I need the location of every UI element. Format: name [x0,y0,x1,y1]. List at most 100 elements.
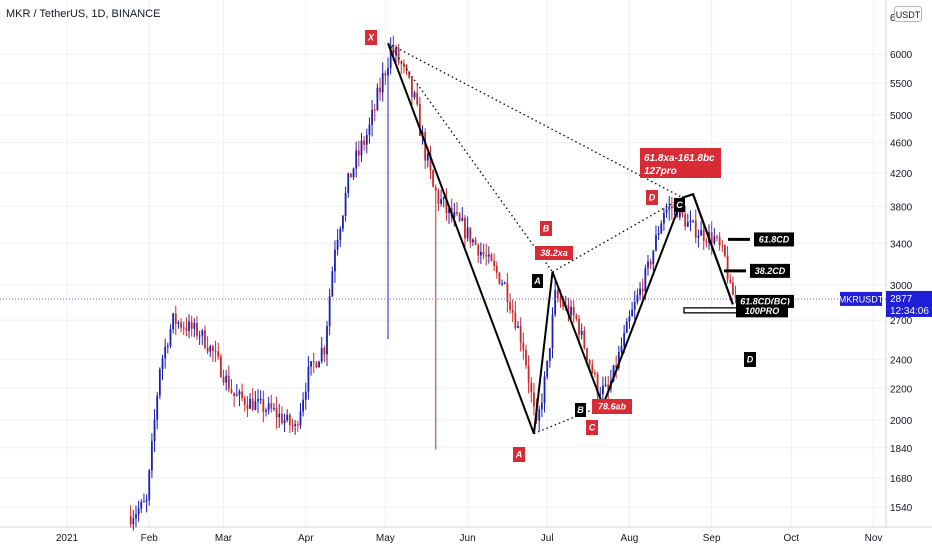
candle [188,314,190,339]
pattern-xd-line [387,42,683,199]
candle-body [700,230,702,236]
ratio-label-127pro: 127pro [644,166,677,177]
candle [580,323,583,340]
candle-body [575,315,578,319]
candle [519,317,522,352]
candle [472,238,474,247]
candle [694,209,697,244]
candle [461,207,464,222]
candle [156,391,159,430]
candle-body [400,62,403,64]
candle-body [336,239,339,250]
candle-body [546,360,549,377]
candle [180,318,182,333]
currency-badge[interactable]: USDT [894,6,922,22]
candle-body [389,45,392,69]
candle-body [556,290,559,299]
candle-body [429,153,432,171]
candle-body [548,348,551,361]
x-tick-label: Feb [141,533,159,544]
candle-body [668,206,671,210]
inner-b-label-bg [575,403,586,417]
candle-body [493,260,496,267]
candle [631,301,633,317]
y-tick-label: 2000 [890,416,913,427]
candle-body [631,309,633,317]
candle-body [169,329,172,347]
candle [275,396,278,429]
candle-body [620,346,623,352]
candle-body [588,359,591,365]
candle-body [533,392,535,407]
candle [710,221,713,256]
candle-body [660,223,663,234]
candle-body [190,321,193,329]
candle-body [148,470,151,500]
candle [530,377,533,403]
y-tick-label: 3800 [890,202,913,213]
candle-body [538,409,541,421]
candle-body [522,342,525,350]
y-tick-label: 1840 [890,444,913,455]
candle [251,388,254,412]
candle [514,301,517,331]
candle-body [326,326,328,355]
candle-body [212,346,214,351]
candle-body [331,271,334,297]
candle [543,371,546,413]
candle-body [347,173,350,194]
candle [692,219,695,223]
candle-body [312,361,315,363]
candle [153,409,156,452]
candle [360,132,363,163]
candle [243,395,246,412]
y-tick-label: 2200 [890,384,913,395]
candle [540,393,543,418]
candle [546,360,549,380]
candle [363,135,366,151]
candle [259,390,262,405]
candle-body [527,365,530,383]
inner-c-label: C [674,198,685,212]
candle [286,409,289,423]
candle [670,196,673,220]
candle-body [729,279,732,283]
candle [164,338,167,369]
price-tag-value: 2877 [890,294,913,305]
candle-body [172,313,175,330]
inner-b-label: B [575,403,586,417]
point-d-label: D [646,190,658,205]
candle-body [649,261,652,265]
candle [344,186,347,222]
candle [320,337,323,364]
fib-label-61-8cd-bg [754,232,794,247]
candle [474,237,477,246]
fib-label-38-2cd: 38.2CD [750,263,790,278]
candle [591,359,594,374]
candle [620,337,623,355]
candle [307,356,310,400]
candle-body [477,244,480,256]
candle [342,215,344,232]
candle [230,379,233,394]
candle-body [387,68,389,76]
candle-body [166,346,169,348]
candle-body [448,208,450,214]
candle-body [464,218,466,239]
x-tick-label: Sep [703,533,721,544]
candle-body [583,330,586,349]
candle-body [594,372,596,375]
candle [718,232,721,251]
candle [397,43,400,66]
candle [169,324,172,349]
candle-body [625,321,628,333]
candle [185,317,188,337]
ratio-label-38-2xa-text: 38.2xa [540,248,568,258]
x-tick-label: May [376,533,395,544]
candle [522,332,525,360]
candle-body [373,109,376,111]
candle-body [697,235,700,238]
point-b-label-bg [540,221,552,236]
